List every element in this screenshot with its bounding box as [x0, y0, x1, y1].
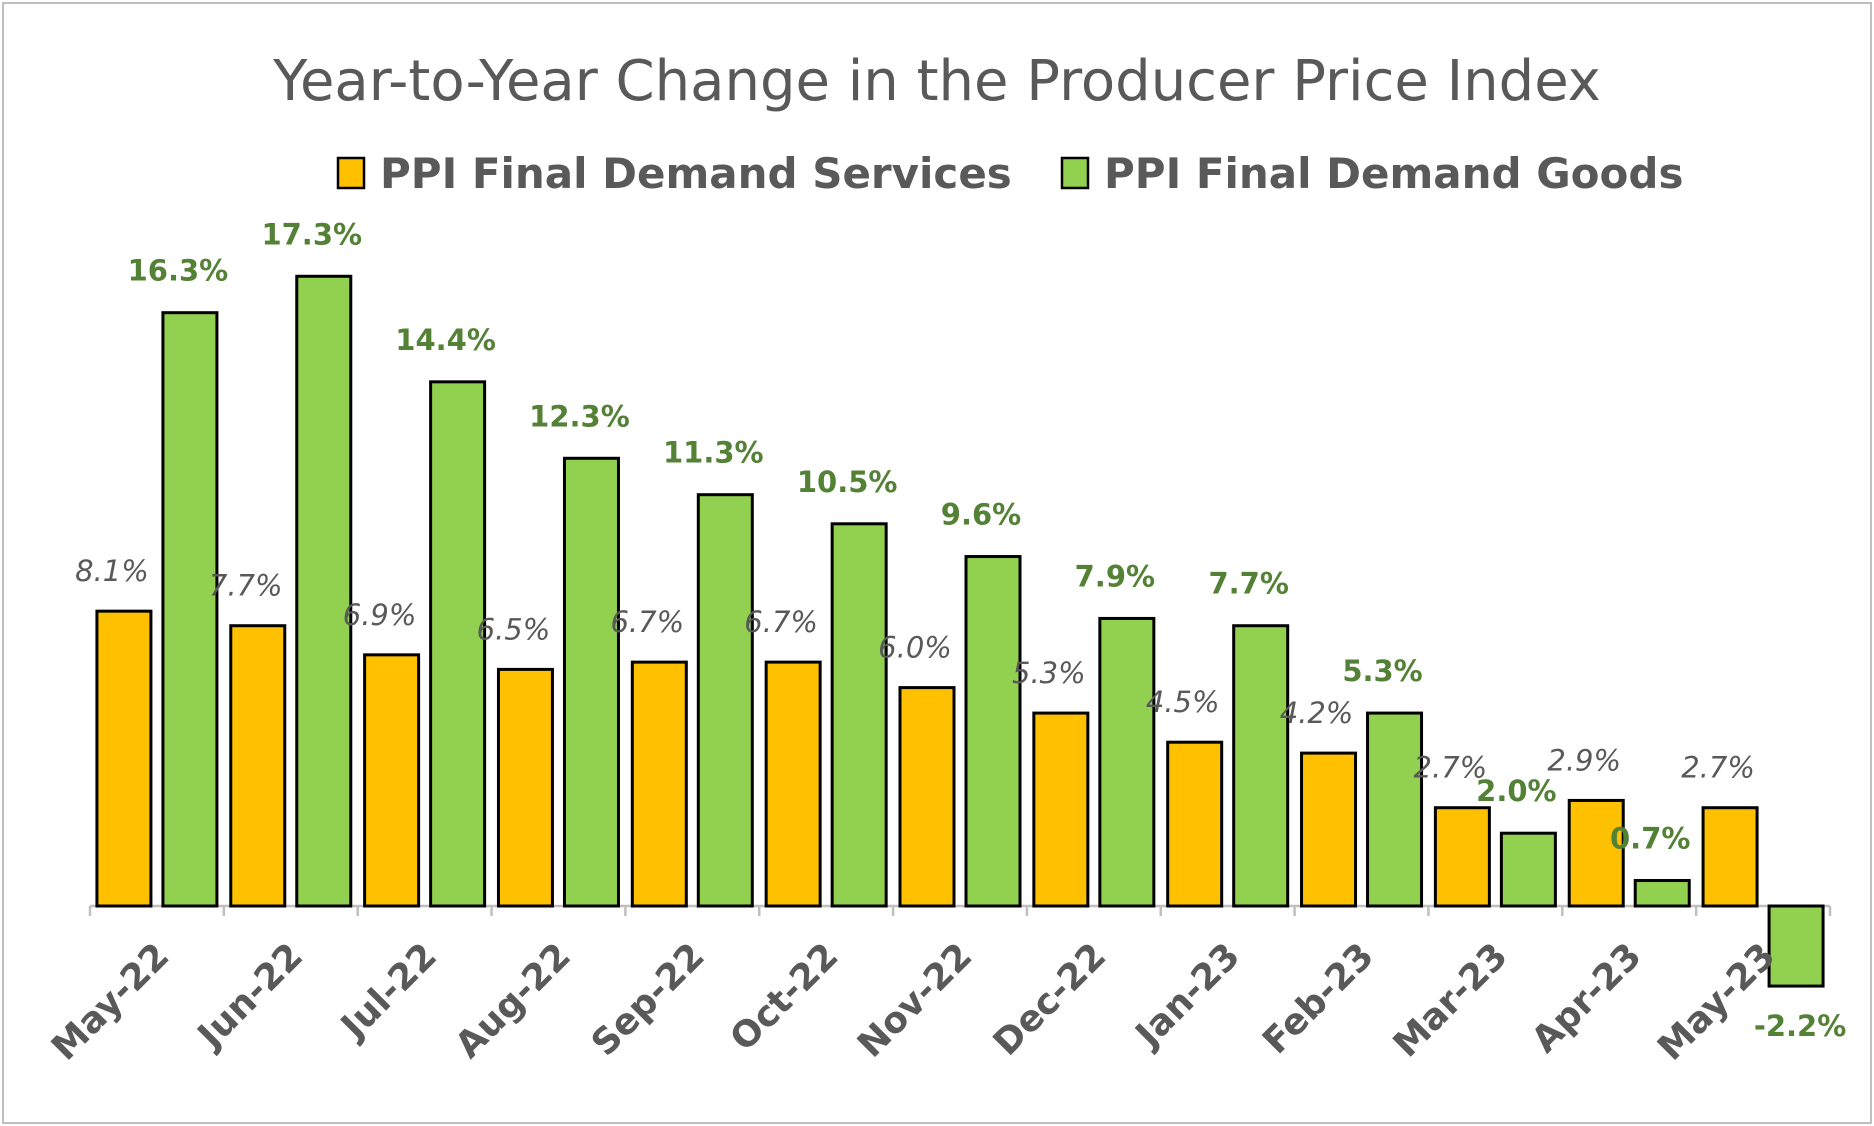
x-tick-label: Mar-23 [1386, 935, 1516, 1065]
data-label-goods: 2.0% [1476, 774, 1556, 808]
bar-goods [830, 522, 888, 908]
data-label-goods: 12.3% [529, 399, 630, 433]
bar-services [630, 660, 688, 908]
data-label-services: 8.1% [75, 554, 149, 588]
bar-goods [161, 311, 219, 908]
data-label-goods: 7.9% [1075, 559, 1155, 593]
bar-services [1433, 806, 1491, 908]
data-label-services: 5.3% [1012, 656, 1086, 690]
data-label-goods: 17.3% [261, 217, 362, 251]
x-tick-label: Sep-22 [584, 935, 713, 1064]
bar-goods [1232, 624, 1290, 908]
bar-services [1166, 740, 1224, 908]
legend-swatch-services [336, 156, 366, 190]
x-tick-label: May-22 [44, 935, 177, 1068]
bar-services [496, 667, 554, 908]
x-tick-label: Jun-22 [188, 935, 311, 1058]
bar-goods [1366, 711, 1424, 908]
data-label-services: 2.7% [1414, 751, 1488, 785]
data-label-services: 7.7% [209, 569, 283, 603]
data-label-goods: 10.5% [797, 465, 898, 499]
legend-label-goods: PPI Final Demand Goods [1104, 149, 1683, 198]
x-tick-label: Nov-22 [850, 935, 980, 1065]
legend-swatch-goods [1060, 156, 1090, 190]
data-label-services: 4.2% [1280, 696, 1354, 730]
bar-services [1701, 806, 1759, 908]
data-label-goods: -2.2% [1754, 1009, 1846, 1043]
data-label-goods: 0.7% [1610, 822, 1690, 856]
plot-area: 8.1% 16.3% May-22 7.7% 17.3% Jun-22 6.9% 14.4% J… [44, 217, 1846, 1068]
data-label-services: 6.7% [744, 605, 818, 639]
legend-label-services: PPI Final Demand Services [380, 149, 1012, 198]
x-tick-label: Jan-23 [1126, 935, 1248, 1057]
data-label-services: 4.5% [1146, 685, 1220, 719]
bar-goods [562, 456, 620, 908]
chart-svg: Year-to-Year Change in the Producer Pric… [44, 49, 1846, 1069]
bar-services [363, 653, 421, 908]
data-label-goods: 5.3% [1342, 654, 1422, 688]
bar-goods [696, 493, 754, 908]
x-tick-label: Aug-22 [448, 935, 579, 1066]
data-label-goods: 14.4% [395, 323, 496, 357]
legend: PPI Final Demand Services PPI Final Dema… [336, 149, 1683, 198]
data-label-goods: 7.7% [1208, 567, 1288, 601]
bar-goods [429, 380, 487, 908]
x-tick-label: May-23 [1650, 935, 1783, 1068]
x-tick-label: Feb-23 [1255, 935, 1382, 1062]
bar-services [229, 624, 287, 908]
x-tick-label: Dec-22 [986, 935, 1114, 1063]
bar-goods [1098, 616, 1156, 908]
data-label-goods: 11.3% [663, 436, 764, 470]
data-label-services: 6.7% [610, 605, 684, 639]
bar-services [95, 609, 153, 908]
data-label-goods: 16.3% [128, 254, 229, 288]
data-label-services: 6.9% [343, 598, 417, 632]
bar-services [1032, 711, 1090, 908]
x-tick-label: Jul-22 [332, 935, 445, 1048]
bar-services [1567, 798, 1625, 908]
bar-goods [1633, 879, 1691, 908]
data-label-services: 6.5% [477, 612, 551, 646]
bar-goods [1499, 831, 1557, 908]
bar-services [1300, 751, 1358, 908]
x-tick-label: Apr-23 [1524, 935, 1649, 1060]
bar-services [764, 660, 822, 908]
bar-goods [1767, 904, 1825, 988]
data-label-services: 2.9% [1547, 743, 1621, 777]
data-label-services: 6.0% [878, 631, 952, 665]
chart-title: Year-to-Year Change in the Producer Pric… [272, 49, 1601, 114]
data-label-services: 2.7% [1681, 751, 1755, 785]
data-label-goods: 9.6% [941, 498, 1021, 532]
bar-goods [295, 274, 353, 908]
x-tick-label: Oct-22 [723, 935, 847, 1059]
bar-services [898, 686, 956, 908]
bar-goods [964, 555, 1022, 908]
